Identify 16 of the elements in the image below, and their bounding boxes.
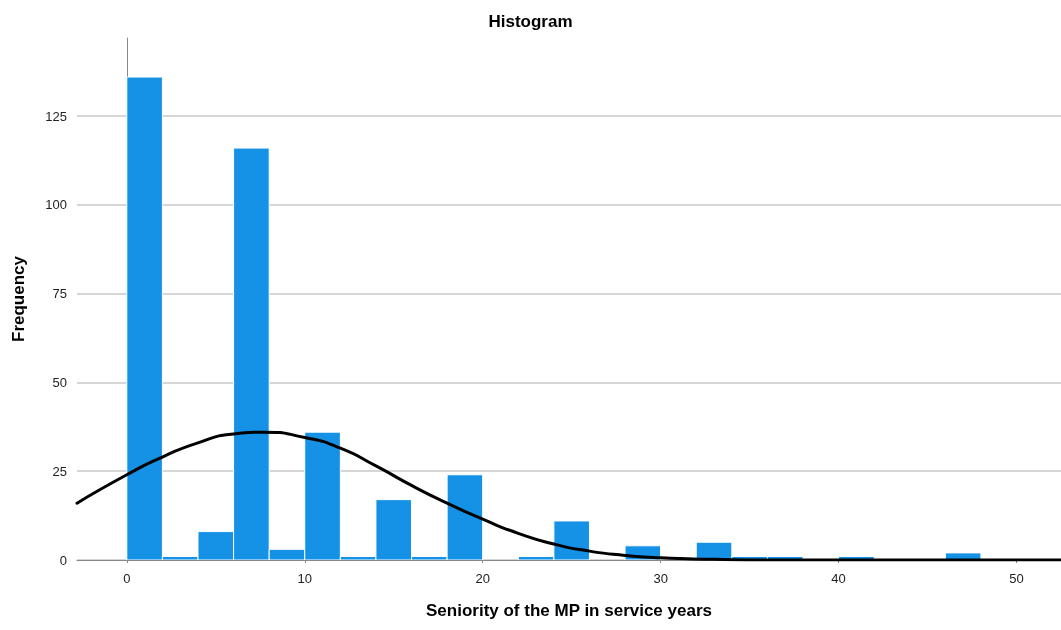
x-tick-label: 50 [1009,571,1024,586]
x-tick-label: 20 [475,571,490,586]
x-tick-label: 30 [653,571,668,586]
y-tick-label: 75 [52,286,67,302]
x-tick-label: 10 [297,571,312,586]
chart-title: Histogram [488,12,573,31]
x-tick-label: 40 [831,571,846,586]
x-tick-label: 0 [123,571,131,586]
y-tick-label: 25 [52,463,67,479]
y-axis-title: Frequency [9,255,28,342]
y-tick-label: 50 [52,374,67,390]
x-axis-title: Seniority of the MP in service years [426,601,712,620]
y-tick-label: 100 [45,197,67,213]
y-tick-label: 0 [59,552,67,568]
line-series [75,430,1061,562]
y-tick-label: 125 [45,108,67,124]
